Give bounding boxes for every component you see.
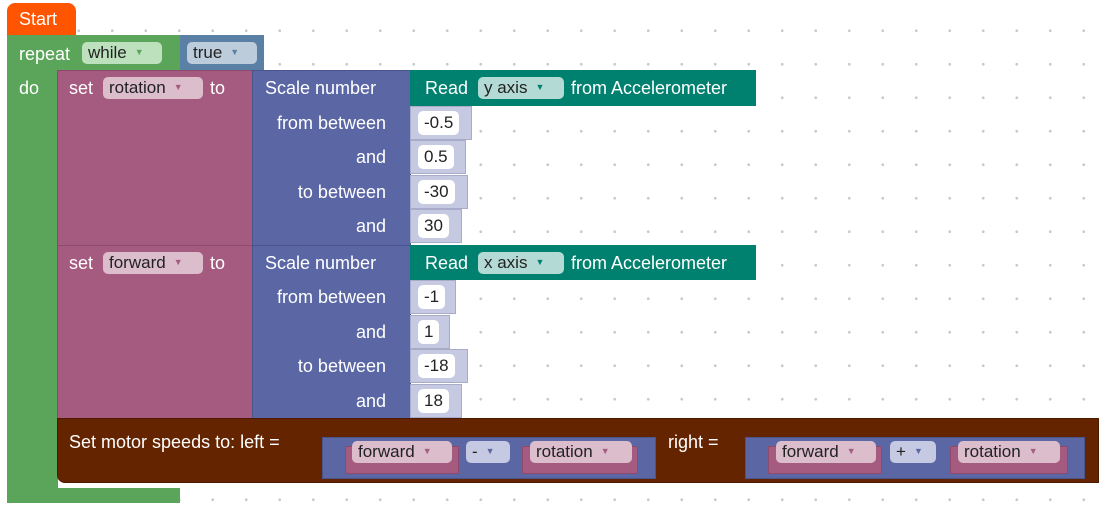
read-accelerometer-block-2[interactable] xyxy=(410,245,756,280)
and-label: and xyxy=(355,147,386,167)
set-rotation-block[interactable] xyxy=(57,70,253,246)
number-field[interactable]: -0.5 xyxy=(418,111,460,135)
set-label: set xyxy=(69,78,94,98)
and-label: and xyxy=(355,216,386,236)
scale-number-block-1[interactable] xyxy=(252,70,411,246)
from-accelerometer-label: from Accelerometer xyxy=(571,253,728,273)
to-between-label: to between xyxy=(297,356,386,376)
scale-title: Scale number xyxy=(265,78,377,98)
and-label: and xyxy=(355,322,386,342)
forward-variable-dropdown[interactable]: forward ▼ xyxy=(103,252,203,274)
read-label: Read xyxy=(425,78,469,98)
set-forward-block[interactable] xyxy=(57,245,253,419)
rotation-variable-dropdown[interactable]: rotation ▼ xyxy=(103,77,203,99)
number-field[interactable]: -30 xyxy=(418,180,455,204)
from-between-label: from between xyxy=(276,113,386,133)
axis-dropdown[interactable]: x axis ▼ xyxy=(478,252,564,274)
right-label: right = xyxy=(668,432,719,452)
scale-title: Scale number xyxy=(265,253,377,273)
do-label: do xyxy=(19,78,40,98)
operator-dropdown[interactable]: - ▼ xyxy=(466,441,510,463)
number-field[interactable]: -1 xyxy=(418,285,446,309)
from-accelerometer-label: from Accelerometer xyxy=(571,78,728,98)
scale-number-block-2[interactable] xyxy=(252,245,411,419)
to-label: to xyxy=(210,253,226,273)
number-field[interactable]: 0.5 xyxy=(418,145,454,169)
to-between-label: to between xyxy=(297,182,386,202)
rotation-dropdown[interactable]: rotation ▼ xyxy=(958,441,1060,463)
and-label: and xyxy=(355,391,386,411)
number-field[interactable]: -18 xyxy=(418,354,455,378)
to-label: to xyxy=(210,78,226,98)
number-field[interactable]: 1 xyxy=(418,320,440,344)
from-between-label: from between xyxy=(276,287,386,307)
read-label: Read xyxy=(425,253,469,273)
repeat-label: repeat xyxy=(19,44,71,64)
read-accelerometer-block-1[interactable] xyxy=(410,70,756,106)
number-field[interactable]: 18 xyxy=(418,389,449,413)
start-label: Start xyxy=(19,9,58,29)
operator-dropdown[interactable]: + ▼ xyxy=(890,441,936,463)
rotation-dropdown[interactable]: rotation ▼ xyxy=(530,441,632,463)
axis-dropdown[interactable]: y axis ▼ xyxy=(478,77,564,99)
motor-label: Set motor speeds to: left = xyxy=(69,432,280,452)
number-field[interactable]: 30 xyxy=(418,214,449,238)
repeat-mode-dropdown[interactable]: while ▼ xyxy=(82,42,162,64)
boolean-dropdown[interactable]: true ▼ xyxy=(187,42,257,64)
forward-dropdown[interactable]: forward ▼ xyxy=(352,441,452,463)
forward-dropdown[interactable]: forward ▼ xyxy=(776,441,876,463)
start-block[interactable]: Start xyxy=(7,3,76,36)
set-label: set xyxy=(69,253,94,273)
